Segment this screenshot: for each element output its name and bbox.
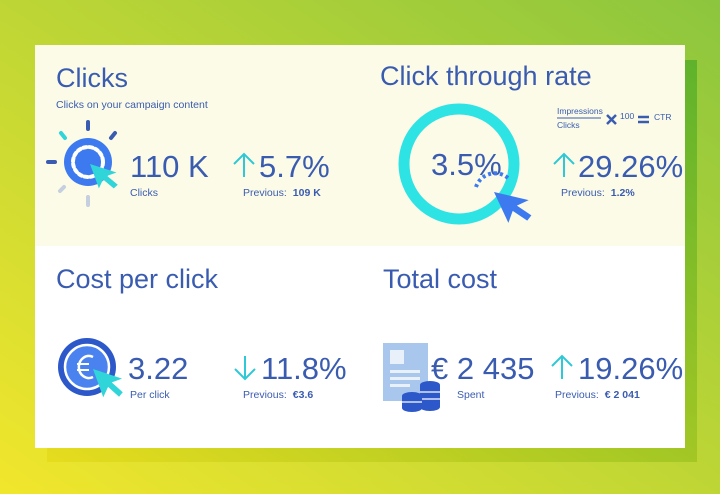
change: 29.26% [578, 149, 683, 184]
ctr-ring [398, 103, 520, 225]
previous-value: € 2 041 [605, 389, 640, 401]
value: 3.5% [431, 147, 502, 182]
value-caption: Per click [130, 389, 170, 401]
previous: Previous: €3.6 [243, 389, 313, 401]
change: 19.26% [578, 351, 683, 386]
value-caption: Clicks [130, 187, 158, 199]
change: 5.7% [259, 149, 330, 184]
change: 11.8% [261, 351, 347, 386]
trend-up-arrow [551, 354, 573, 379]
clicks-icon [46, 120, 118, 207]
formula-result: CTR [654, 112, 671, 122]
formula-denominator: Clicks [557, 120, 580, 130]
formula-numerator: Impressions [557, 106, 603, 116]
trend-down-arrow [234, 356, 256, 381]
previous-value: €3.6 [293, 389, 314, 401]
value: 3.22 [128, 351, 188, 386]
value: 110 K [130, 149, 209, 184]
trend-up-arrow [553, 152, 575, 177]
panel-title: Total cost [383, 264, 498, 294]
previous-value: 1.2% [611, 187, 636, 199]
invoice-icon [383, 343, 440, 412]
previous-label: Previous: [243, 187, 287, 199]
panel-title: Click through rate [380, 61, 592, 91]
formula-multiplier: 100 [620, 111, 634, 121]
previous: Previous: € 2 041 [555, 389, 640, 401]
previous-value: 109 K [293, 187, 321, 199]
panel-title: Cost per click [56, 264, 219, 294]
panel-subtitle: Clicks on your campaign content [56, 99, 208, 111]
previous-label: Previous: [555, 389, 599, 401]
formula-times [606, 114, 617, 125]
coin-icon [58, 338, 123, 398]
previous-label: Previous: [561, 187, 605, 199]
previous-label: Previous: [243, 389, 287, 401]
previous: Previous: 1.2% [561, 187, 635, 199]
formula-equals [638, 115, 649, 124]
ctr-cursor [474, 171, 532, 223]
value-caption: Spent [457, 389, 485, 401]
card-top [35, 45, 685, 246]
previous: Previous: 109 K [243, 187, 321, 199]
panel-title: Clicks [56, 63, 128, 93]
value: € 2 435 [431, 351, 534, 386]
trend-up-arrow [233, 152, 255, 177]
